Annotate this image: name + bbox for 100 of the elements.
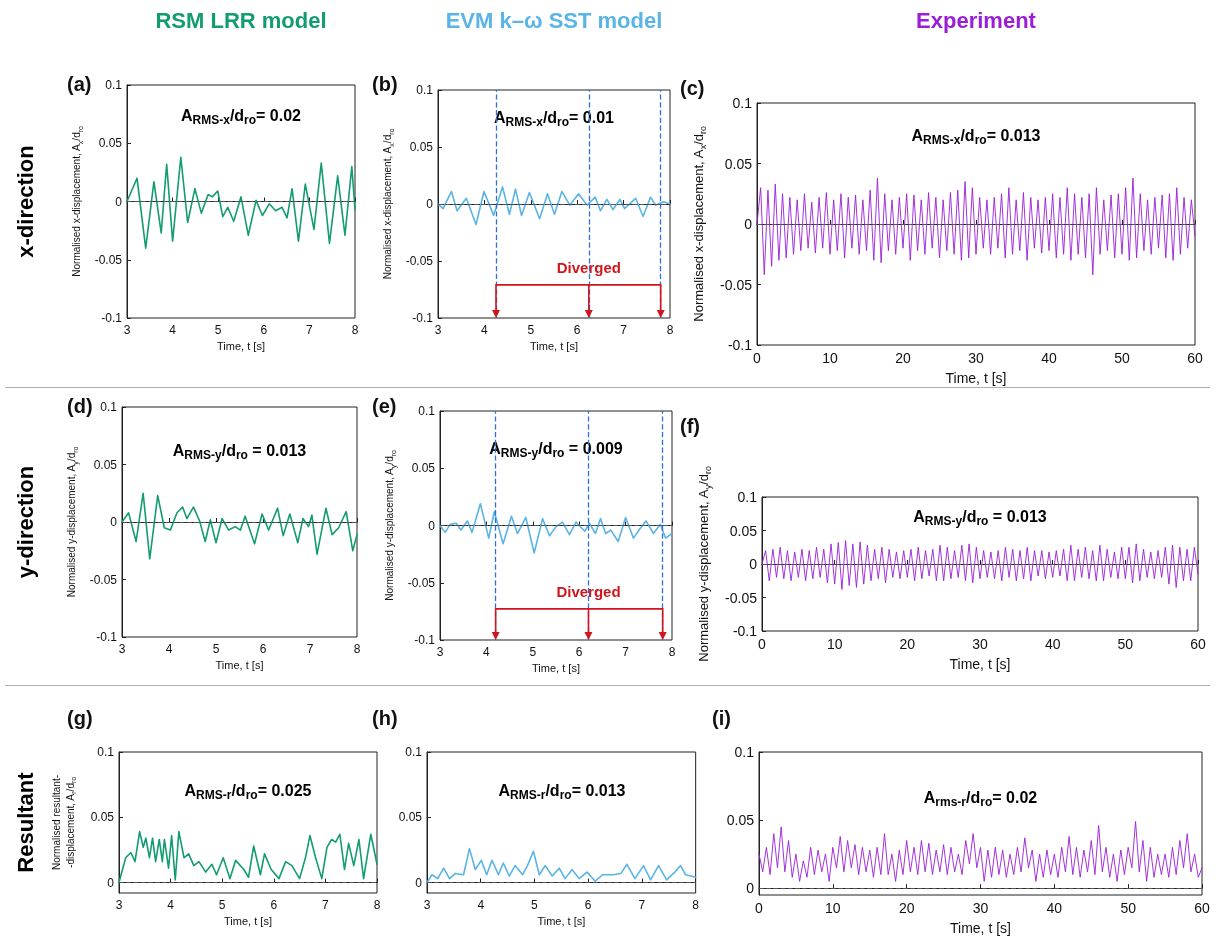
- x-axis-title: Time, t [s]: [945, 370, 1007, 386]
- chart-title: (i): [712, 707, 731, 729]
- annotation: Diverged: [556, 583, 621, 601]
- x-tick-label: 8: [353, 642, 361, 656]
- x-tick-label: 40: [1044, 636, 1061, 652]
- line-series: [758, 821, 1203, 882]
- x-tick-label: 40: [1046, 900, 1063, 916]
- x-tick-label: 6: [575, 645, 583, 659]
- y-tick-label: 0: [115, 194, 123, 209]
- y-tick-label: -0.05: [725, 589, 758, 606]
- x-tick-label: 4: [483, 645, 491, 659]
- y-tick-label: -0.1: [412, 311, 434, 325]
- y-tick-label: 0: [107, 875, 115, 890]
- y-tick-label: -0.05: [720, 276, 753, 293]
- x-tick-label: 10: [826, 636, 843, 652]
- x-tick-label: 5: [527, 323, 535, 337]
- x-tick-label: 4: [167, 898, 175, 912]
- x-tick-label: 4: [481, 323, 489, 337]
- x-tick-label: 50: [1117, 636, 1134, 652]
- x-tick-label: 30: [968, 350, 984, 366]
- line-series: [439, 502, 673, 554]
- x-tick-label: 5: [218, 898, 226, 912]
- x-axis-title: Time, t [s]: [950, 920, 1011, 936]
- x-tick-label: 6: [584, 898, 592, 912]
- x-tick-label: 20: [895, 350, 911, 366]
- y-tick-label: 0: [426, 197, 434, 211]
- x-tick-label: 8: [666, 323, 674, 337]
- y-tick-label: -0.05: [407, 575, 436, 590]
- x-axis-title: Time, t [s]: [224, 915, 272, 928]
- y-tick-label: 0.05: [724, 155, 753, 172]
- chart-title: (c): [680, 77, 705, 99]
- x-tick-label: 3: [423, 898, 431, 912]
- chart-title: (d): [67, 395, 93, 417]
- x-tick-label: 6: [259, 642, 267, 656]
- y-tick-label: 0.1: [100, 400, 118, 414]
- x-axis-title: Time, t [s]: [530, 340, 578, 353]
- chart-subtitle: Experiment: [916, 7, 1037, 33]
- y-tick-label: 0.1: [416, 83, 434, 97]
- x-tick-label: 60: [1194, 900, 1210, 916]
- line-series: [761, 540, 1199, 590]
- y-tick-label: 0: [746, 880, 755, 897]
- x-tick-label: 3: [436, 645, 444, 659]
- x-tick-label: 6: [573, 323, 581, 337]
- x-tick-label: 8: [351, 323, 359, 337]
- x-tick-label: 4: [477, 898, 485, 912]
- x-tick-label: 3: [123, 323, 131, 337]
- y-tick-label: -0.1: [732, 623, 758, 639]
- y-tick-label: -0.05: [94, 252, 123, 267]
- x-tick-label: 3: [434, 323, 442, 337]
- y-tick-label: 0: [744, 216, 753, 232]
- y-tick-label: -0.05: [405, 254, 434, 268]
- line-series: [126, 156, 356, 249]
- chart-title: (f): [680, 415, 700, 437]
- x-tick-label: 20: [898, 900, 915, 916]
- y-tick-label: 0.05: [411, 461, 436, 476]
- y-tick-label: -0.1: [414, 633, 436, 647]
- y-tick-label: 0.1: [732, 95, 753, 111]
- x-tick-label: 7: [620, 323, 628, 337]
- x-tick-label: 60: [1187, 350, 1203, 366]
- x-tick-label: 3: [115, 898, 123, 912]
- y-tick-label: 0.1: [737, 489, 758, 505]
- x-tick-label: 10: [825, 900, 841, 916]
- x-tick-label: 40: [1041, 350, 1057, 366]
- chart-title: (a): [67, 73, 92, 95]
- y-tick-label: 0.1: [418, 404, 436, 418]
- line-series: [756, 177, 1196, 276]
- x-tick-label: 4: [169, 323, 177, 337]
- chart-title: (e): [372, 395, 397, 417]
- x-tick-label: 7: [306, 642, 314, 656]
- chart-title: (b): [372, 73, 398, 95]
- y-tick-label: 0.1: [105, 78, 123, 92]
- x-tick-label: 30: [972, 900, 989, 916]
- y-tick-label: 0: [110, 515, 118, 529]
- chart-subtitle: EVM k–ω SST model: [445, 7, 663, 33]
- x-axis-title: Time, t [s]: [215, 659, 264, 672]
- x-tick-label: 7: [622, 645, 630, 659]
- x-tick-label: 7: [306, 323, 314, 337]
- x-axis-title: Time, t [s]: [537, 915, 586, 928]
- y-tick-label: -0.1: [727, 337, 753, 353]
- y-tick-label: 0.1: [97, 745, 115, 759]
- y-tick-label: 0.05: [409, 140, 434, 154]
- y-tick-label: 0.05: [729, 522, 758, 539]
- text: Resultant: [12, 771, 38, 873]
- x-axis-title: Time, t [s]: [217, 340, 265, 353]
- x-tick-label: 7: [322, 898, 330, 912]
- x-tick-label: 3: [118, 642, 126, 656]
- x-tick-label: 50: [1114, 350, 1130, 366]
- x-tick-label: 60: [1190, 636, 1206, 652]
- x-axis-title: Time, t [s]: [949, 656, 1011, 672]
- x-tick-label: 5: [212, 642, 220, 656]
- x-tick-label: 4: [165, 642, 173, 656]
- y-tick-label: -0.1: [96, 630, 118, 644]
- line-series: [437, 186, 671, 226]
- y-tick-label: 0.05: [726, 812, 755, 829]
- x-tick-label: 5: [531, 898, 539, 912]
- chart-title: (g): [67, 707, 93, 729]
- x-tick-label: 10: [822, 350, 838, 366]
- y-tick-label: 0: [428, 518, 436, 533]
- text: y-direction: [12, 465, 38, 579]
- y-tick-label: 0.1: [405, 745, 423, 759]
